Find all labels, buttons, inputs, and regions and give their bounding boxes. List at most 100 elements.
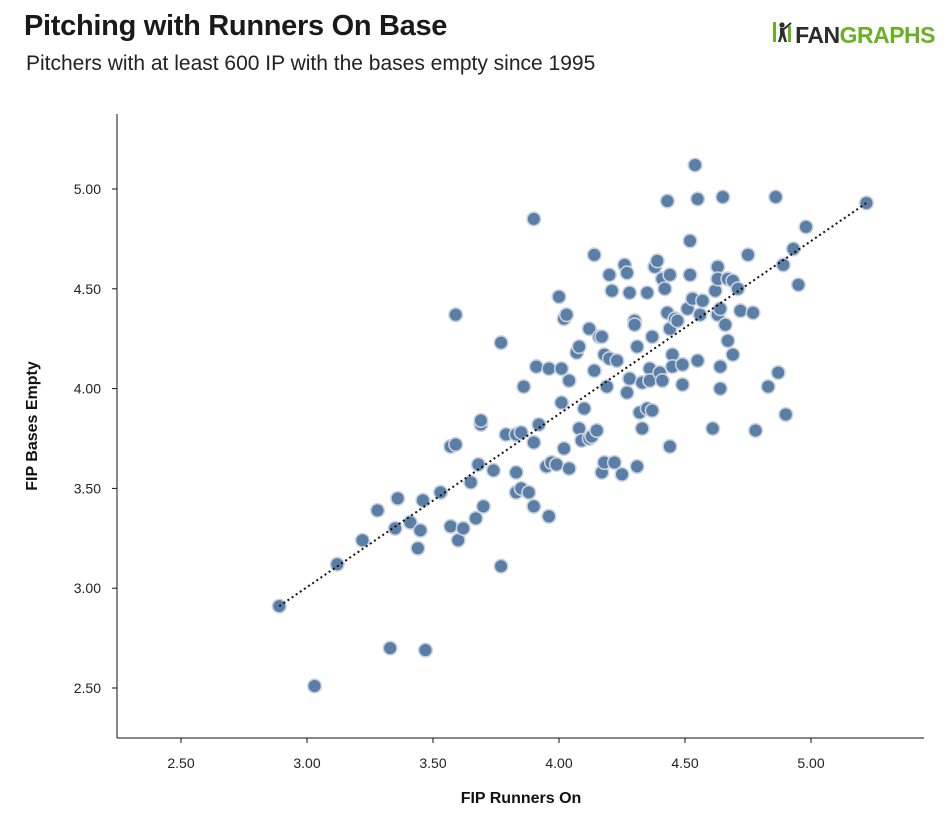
- scatter-point: [662, 267, 678, 283]
- scatter-point: [513, 424, 529, 441]
- scatter-point: [417, 642, 434, 658]
- scatter-point: [553, 394, 570, 411]
- scatter-point: [541, 361, 557, 377]
- scatter-point: [581, 321, 597, 337]
- logo-text-graphs: GRAPHS: [839, 21, 936, 48]
- logo-text-fan: FAN: [795, 21, 840, 48]
- scatter-point: [526, 498, 542, 514]
- scatter-point: [682, 267, 698, 283]
- scatter-point: [551, 289, 567, 305]
- scatter-point: [689, 353, 706, 369]
- scatter-point: [730, 281, 746, 297]
- scatter-point: [531, 416, 547, 433]
- scatter-point: [485, 462, 502, 479]
- scatter-point: [609, 353, 625, 369]
- y-tick-label: 4.50: [74, 281, 101, 297]
- scatter-point: [644, 329, 660, 345]
- y-axis-title: FIP Bases Empty: [24, 361, 41, 491]
- x-axis-title: FIP Runners On: [461, 790, 582, 807]
- scatter-point: [629, 458, 645, 475]
- y-tick-labels: 2.50 3.00 3.50 4.00 4.50 5.00: [74, 181, 117, 696]
- scatter-point: [528, 359, 544, 375]
- scatter-point: [689, 191, 706, 207]
- batter-icon: [771, 20, 793, 50]
- fangraphs-logo[interactable]: FAN GRAPHS: [771, 20, 936, 50]
- scatter-point: [674, 377, 691, 393]
- x-tick-label: 4.00: [545, 755, 572, 771]
- scatter-point: [561, 460, 577, 477]
- scatter-point: [760, 379, 776, 395]
- scatter-point: [712, 381, 728, 397]
- scatter-point: [687, 157, 703, 173]
- scatter-point: [412, 522, 429, 538]
- trend-line: [278, 202, 868, 607]
- scatter-point: [599, 379, 615, 395]
- scatter-point: [526, 434, 542, 451]
- scatter-point: [432, 484, 449, 500]
- scatter-point: [493, 335, 509, 351]
- scatter-point: [712, 301, 728, 317]
- scatter-point: [745, 305, 761, 321]
- scatter-point: [402, 514, 418, 530]
- scatter-point: [594, 329, 610, 345]
- scatter-point: [717, 317, 733, 333]
- scatter-point: [558, 307, 575, 323]
- scatter-point: [553, 361, 570, 377]
- scatter-point: [768, 189, 784, 205]
- scatter-point: [695, 293, 711, 309]
- scatter-point: [468, 510, 484, 526]
- x-tick-labels: 2.50 3.00 3.50 4.00 4.50 5.00: [167, 738, 825, 771]
- scatter-point: [606, 454, 623, 471]
- y-tick-label: 5.00: [74, 181, 101, 197]
- scatter-point: [576, 400, 592, 417]
- scatter-point: [526, 211, 542, 227]
- scatter-point: [634, 420, 650, 437]
- scatter-point: [705, 420, 721, 437]
- scatter-point: [601, 267, 618, 283]
- scatter-point: [639, 285, 655, 301]
- scatter-point: [715, 189, 731, 205]
- scatter-point: [662, 438, 678, 455]
- scatter-point: [778, 406, 794, 423]
- scatter-point: [621, 285, 638, 301]
- scatter-point: [369, 502, 386, 518]
- scatter-point: [785, 241, 801, 257]
- scatter-point: [657, 281, 673, 297]
- scatter-point: [586, 247, 602, 263]
- scatter-point: [571, 339, 587, 355]
- scatter-point: [619, 384, 635, 401]
- scatter-point: [387, 520, 403, 536]
- scatter-point: [775, 257, 791, 273]
- scatter-point: [614, 466, 630, 483]
- scatter-point: [692, 307, 708, 323]
- scatter-point: [629, 339, 645, 355]
- scatter-point: [521, 484, 537, 500]
- scatter-point: [473, 412, 489, 429]
- scatter-point: [306, 678, 323, 694]
- scatter-point: [626, 317, 643, 333]
- scatter-point: [732, 303, 749, 319]
- scatter-point: [354, 532, 371, 548]
- scatter-point: [589, 422, 605, 439]
- scatter-point: [798, 219, 814, 235]
- y-tick-label: 3.50: [74, 480, 101, 496]
- chart-subtitle: Pitchers with at least 600 IP with the b…: [26, 52, 596, 75]
- y-tick-label: 2.50: [74, 680, 101, 696]
- scatter-point: [747, 422, 764, 439]
- scatter-point: [740, 247, 756, 263]
- y-tick-label: 3.00: [74, 580, 101, 596]
- scatter-point: [548, 456, 565, 473]
- scatter-point: [619, 265, 635, 281]
- scatter-point: [475, 498, 492, 514]
- scatter-point: [654, 373, 670, 389]
- scatter-point: [516, 379, 532, 395]
- scatter-point: [410, 540, 426, 556]
- x-tick-label: 5.00: [797, 755, 824, 771]
- scatter-point: [604, 283, 620, 299]
- scatter-point: [659, 193, 675, 209]
- scatter-point: [644, 402, 660, 419]
- scatter-point: [669, 313, 686, 329]
- scatter-point: [725, 347, 741, 363]
- scatter-point: [556, 440, 572, 457]
- scatter-point: [443, 518, 459, 534]
